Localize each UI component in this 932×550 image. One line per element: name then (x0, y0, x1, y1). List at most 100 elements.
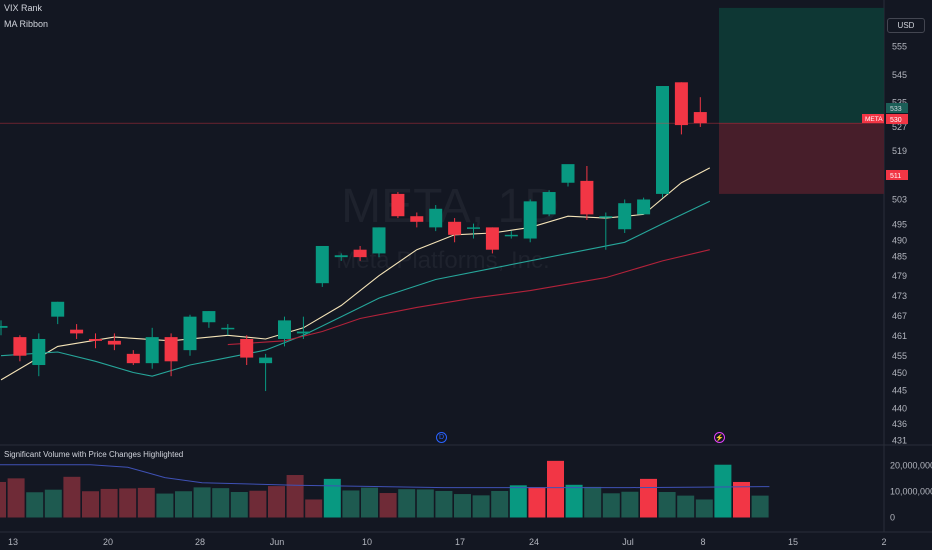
stop-tag-text: 511 (890, 173, 901, 180)
target-tag-text: 533 (890, 106, 902, 113)
watermark-name: Meta Platforms, Inc. (336, 247, 549, 274)
candle-body (580, 180, 594, 215)
candle-body (448, 221, 462, 235)
time-tick-label: 13 (8, 537, 18, 547)
volume-bar (472, 495, 490, 518)
candle (523, 199, 537, 243)
stop-tag-bg (886, 170, 908, 180)
volume-bar (26, 492, 44, 518)
candle-body (32, 338, 46, 366)
candle (637, 197, 651, 215)
volume-bar (323, 478, 341, 518)
candle (183, 314, 197, 356)
candle (693, 97, 707, 127)
candle (32, 333, 46, 377)
candle (504, 231, 518, 239)
candle (410, 212, 424, 228)
candle-body (0, 325, 8, 328)
price-tick-label: 555 (892, 42, 907, 52)
candle (485, 227, 499, 254)
candle (674, 82, 688, 135)
indicator-label-vix-rank[interactable]: VIX Rank (4, 3, 43, 13)
volume-bar (249, 490, 267, 518)
volume-bar (137, 487, 155, 518)
candle-body (561, 164, 575, 183)
candle (278, 316, 291, 347)
candle (372, 227, 386, 258)
volume-bar (44, 489, 62, 518)
candle-body (504, 234, 518, 237)
candle (618, 199, 632, 233)
volume-bar (509, 485, 527, 518)
candle-body (656, 86, 669, 194)
volume-tick-label: 10,000,000 (890, 487, 932, 497)
volume-bar (416, 489, 434, 518)
time-tick-label: Jul (622, 537, 634, 547)
volume-bar (268, 486, 285, 518)
candle (599, 212, 613, 250)
candle-body (13, 337, 27, 356)
candle (448, 218, 462, 243)
currency-button[interactable]: USD (887, 18, 925, 33)
stop-zone (719, 123, 884, 194)
candle-body (164, 337, 178, 362)
candle (315, 245, 329, 287)
lightning-icon[interactable]: ⚡ (714, 432, 725, 443)
volume-bar (305, 499, 323, 518)
candle-body (240, 338, 254, 358)
time-tick-label: 20 (103, 537, 113, 547)
candle-body (89, 338, 102, 341)
indicator-label-ma-ribbon[interactable]: MA Ribbon (4, 19, 49, 29)
volume-tick-label: 20,000,000 (890, 461, 932, 471)
time-tick-label: 17 (455, 537, 465, 547)
volume-bar (230, 492, 248, 518)
time-axis[interactable]: 13 20 28 Jun 10 17 24 Jul 8 15 2 (8, 537, 887, 547)
price-tick-label: 445 (892, 386, 907, 396)
volume-bar (695, 499, 713, 518)
candle-body (391, 193, 405, 217)
time-tick-label: Jun (270, 537, 285, 547)
price-tick-label: 436 (892, 419, 907, 429)
time-tick-label: 8 (700, 537, 705, 547)
candle (89, 333, 102, 349)
volume-indicator-title[interactable]: Significant Volume with Price Changes Hi… (4, 450, 184, 459)
current-price-text: 530 (890, 117, 902, 124)
volume-bar (621, 491, 639, 518)
candle (561, 164, 575, 187)
candle-body (542, 192, 556, 215)
price-tick-label: 485 (892, 252, 907, 262)
candle (221, 324, 235, 336)
volume-bar (584, 486, 602, 518)
volume-bar (100, 488, 118, 518)
volume-bar (63, 476, 81, 518)
candle (353, 245, 367, 261)
volume-bar (547, 460, 564, 518)
volume-bar (379, 493, 397, 518)
candle-body (221, 327, 235, 330)
volume-moving-average (0, 464, 770, 489)
candle-body (278, 320, 291, 339)
volume-tick-label: 0 (890, 513, 895, 523)
candle (126, 350, 140, 366)
price-tick-label: 545 (892, 70, 907, 80)
candle (240, 335, 254, 366)
time-tick-label: 10 (362, 537, 372, 547)
price-tags: 533 META 530 511 (862, 103, 908, 180)
candle (107, 333, 121, 351)
target-price-tag: 533 (886, 103, 908, 113)
candle (259, 353, 273, 392)
dividend-d-icon[interactable]: D (436, 432, 447, 443)
candle (145, 327, 159, 369)
price-tick-label: 495 (892, 220, 907, 230)
volume-bar (342, 490, 360, 518)
position-zones[interactable] (719, 7, 884, 194)
current-price-tag: META 530 (862, 114, 908, 124)
candle-body (693, 112, 707, 124)
price-tick-label: 503 (892, 195, 907, 205)
volume-bar (454, 494, 471, 518)
volume-bar (528, 487, 546, 518)
volume-bar (175, 491, 192, 518)
candle-body (467, 227, 480, 229)
price-axis[interactable]: 555 545 535 527 519 511 503 495 490 485 479 473 467 4… (892, 42, 907, 446)
